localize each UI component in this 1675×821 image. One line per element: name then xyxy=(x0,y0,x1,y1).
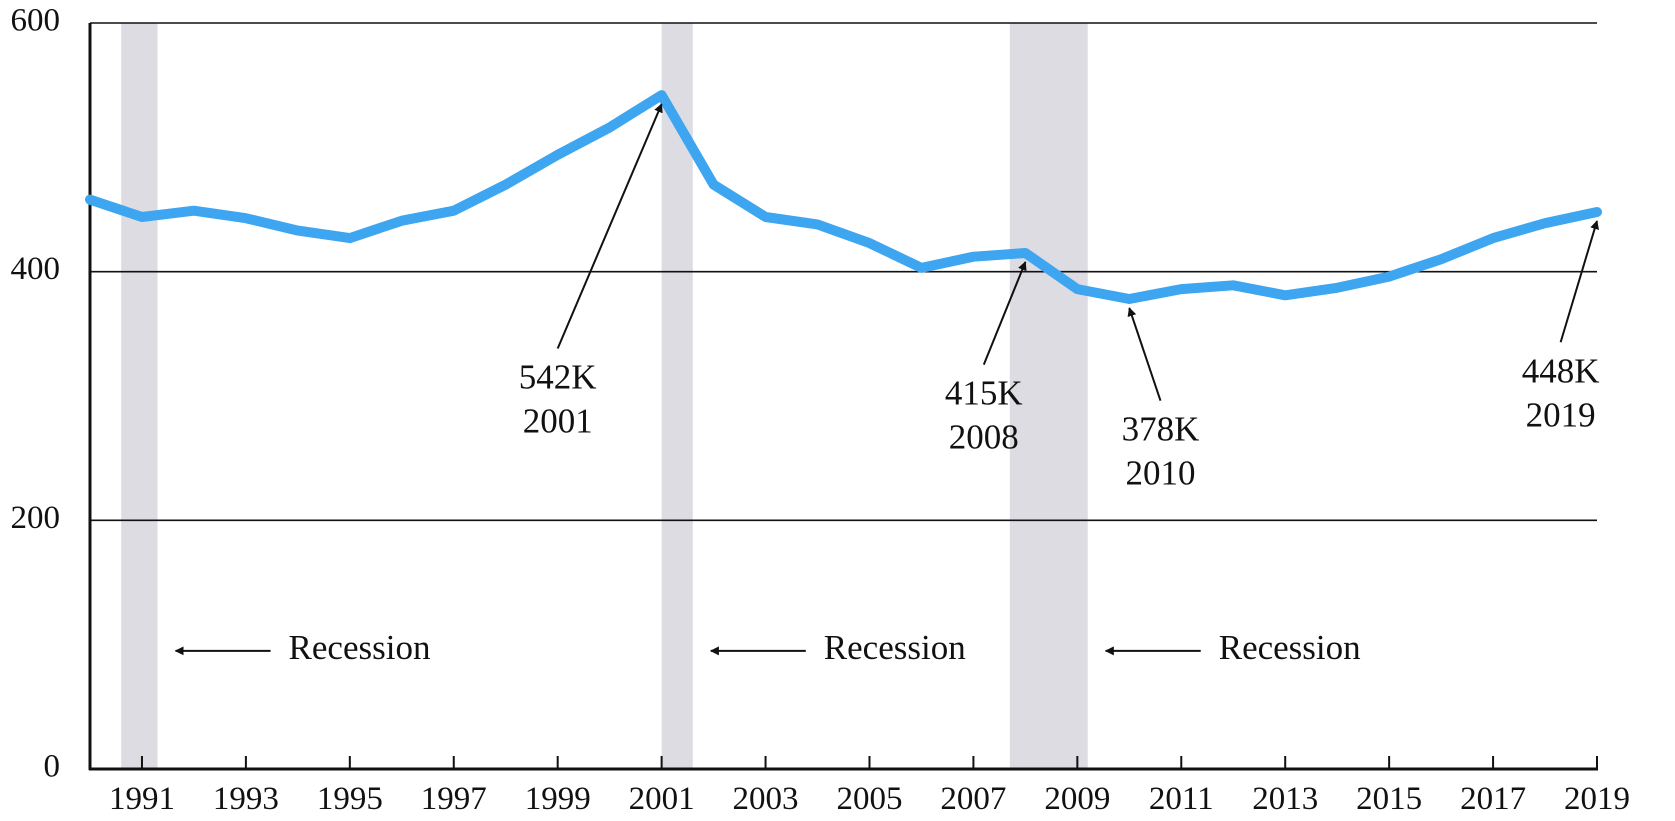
x-tick-label: 2005 xyxy=(836,781,902,817)
data-point xyxy=(349,237,351,239)
annotation-arrow-3 xyxy=(1127,307,1162,402)
x-tick-label: 1995 xyxy=(317,781,383,817)
data-point xyxy=(1336,287,1338,289)
data-point xyxy=(505,184,507,186)
data-point xyxy=(817,223,819,225)
recession-label-1: Recession xyxy=(289,628,431,667)
y-tick-label: 200 xyxy=(11,500,61,536)
x-tick-label: 2001 xyxy=(629,781,695,817)
data-point xyxy=(1388,276,1390,278)
series-line-1 xyxy=(85,90,1602,304)
data-point xyxy=(1284,294,1286,296)
data-point xyxy=(1076,288,1078,290)
x-tick-label: 2019 xyxy=(1564,781,1630,817)
recession-label-3: Recession xyxy=(1219,628,1361,667)
annotation-value-2019: 448K xyxy=(1522,351,1600,390)
gridlines xyxy=(90,22,1597,522)
annotation-year-2010: 2010 xyxy=(1125,454,1195,493)
data-point xyxy=(1596,211,1598,213)
x-tick-label: 2017 xyxy=(1460,781,1526,817)
data-point xyxy=(1544,222,1546,224)
y-tick-label: 600 xyxy=(11,3,61,39)
data-point xyxy=(1232,284,1234,286)
data-point xyxy=(1180,288,1182,290)
data-point xyxy=(89,199,91,201)
x-tick-label: 2015 xyxy=(1356,781,1422,817)
x-tick-label: 1993 xyxy=(213,781,279,817)
data-point xyxy=(193,210,195,212)
data-point xyxy=(401,220,403,222)
data-point xyxy=(245,217,247,219)
data-point xyxy=(765,216,767,218)
annotation-value-2010: 378K xyxy=(1122,410,1200,449)
annotation-value-2001: 542K xyxy=(519,357,597,396)
data-point xyxy=(141,216,143,218)
x-tick-label: 2007 xyxy=(940,781,1006,817)
annotation-value-2008: 415K xyxy=(945,374,1023,413)
axes: 0 200 400 600 1991 1993 1995 1997 1999 2001 2003 20… xyxy=(11,3,1631,817)
annotation-arrow-1 xyxy=(556,103,663,349)
y-tick-label: 0 xyxy=(44,749,61,785)
recession-band-1 xyxy=(121,23,158,769)
x-tick-label: 1999 xyxy=(525,781,591,817)
data-point xyxy=(609,126,611,128)
data-point xyxy=(1492,237,1494,239)
data-point xyxy=(297,230,299,232)
data-series xyxy=(85,90,1602,304)
annotation-year-2001: 2001 xyxy=(523,401,593,440)
data-point xyxy=(661,94,663,96)
annotation-year-2008: 2008 xyxy=(949,418,1019,457)
annotation-year-2019: 2019 xyxy=(1526,395,1596,434)
x-tick-label: 2009 xyxy=(1044,781,1110,817)
annotations: Recession Recession Recession 542K 2001 415K 2… xyxy=(174,103,1600,667)
annotation-arrow-2 xyxy=(982,261,1027,366)
data-point xyxy=(1440,258,1442,260)
x-tick-label: 2011 xyxy=(1149,781,1214,817)
data-point xyxy=(920,267,922,269)
data-point xyxy=(713,184,715,186)
x-tick-label: 2003 xyxy=(733,781,799,817)
data-point xyxy=(972,256,974,258)
annotation-arrow-4 xyxy=(1559,220,1599,343)
x-tick-label: 1991 xyxy=(109,781,175,817)
data-point xyxy=(557,154,559,156)
recession-label-2: Recession xyxy=(824,628,966,667)
data-point xyxy=(868,242,870,244)
y-tick-label: 400 xyxy=(11,251,61,287)
data-point xyxy=(453,210,455,212)
x-tick-label: 1997 xyxy=(421,781,487,817)
x-tick-label: 2013 xyxy=(1252,781,1318,817)
recession-band-3 xyxy=(1009,23,1088,769)
data-point xyxy=(1128,298,1130,300)
data-point xyxy=(1024,252,1026,254)
